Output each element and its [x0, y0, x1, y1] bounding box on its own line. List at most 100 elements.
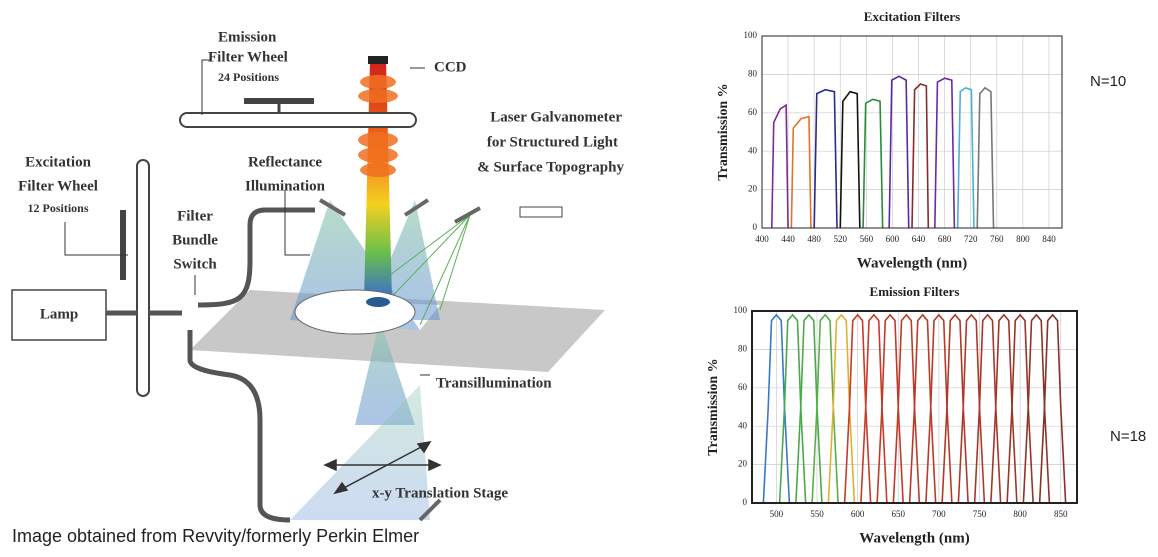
x-tick-label: 680: [938, 234, 952, 244]
filter-curve: [876, 313, 904, 504]
filter-curve: [973, 313, 1002, 504]
x-tick-label: 640: [912, 234, 926, 244]
y-axis-label: Transmission %: [716, 83, 731, 180]
x-axis-label: Wavelength (nm): [859, 530, 969, 546]
filter-curve: [811, 313, 839, 504]
lenses: [358, 75, 398, 177]
laser: [519, 206, 563, 218]
plot-frame: [761, 35, 1063, 229]
label: Laser Galvanometer: [490, 109, 622, 125]
filter-curve: [795, 313, 823, 504]
filter-curve: [827, 313, 856, 504]
y-tick-label: 60: [748, 107, 758, 117]
y-tick-label: 40: [748, 145, 758, 155]
caption: Image obtained from Revvity/formerly Per…: [12, 526, 419, 546]
filter-curve: [839, 90, 861, 229]
spot: [366, 297, 390, 307]
filter-curve: [934, 77, 956, 229]
label: Bundle: [172, 232, 218, 248]
filter-curve: [770, 103, 789, 229]
y-tick-label: 80: [738, 343, 748, 353]
x-tick-label: 440: [781, 234, 795, 244]
x-tick-label: 600: [851, 509, 865, 519]
label: Switch: [173, 256, 217, 272]
filter-curve: [911, 83, 930, 229]
x-tick-label: 500: [770, 509, 784, 519]
x-tick-label: 800: [1016, 234, 1030, 244]
x-tick-label: 700: [932, 509, 946, 519]
excitation-wheel-side: [120, 210, 126, 280]
filter-curve: [908, 313, 937, 504]
label: Filter Wheel: [18, 178, 98, 194]
label: & Surface Topography: [477, 159, 624, 175]
y-tick-label: 100: [744, 30, 758, 40]
x-tick-label: 750: [973, 509, 987, 519]
label: Illumination: [245, 178, 326, 194]
label: Emission: [218, 29, 277, 45]
excitation-wheel: [136, 159, 150, 397]
y-tick-label: 20: [748, 184, 758, 194]
stage-arrows: [323, 440, 442, 495]
x-tick-label: 600: [886, 234, 900, 244]
filter-curve: [1022, 313, 1051, 504]
x-tick-label: 480: [807, 234, 821, 244]
filter-curve: [941, 313, 969, 504]
x-tick-label: 850: [1054, 509, 1068, 519]
filter-curve: [860, 313, 888, 504]
filter-curve: [813, 88, 838, 229]
y-tick-label: 100: [734, 305, 748, 315]
label: 24 Positions: [218, 70, 279, 84]
y-tick-label: 0: [753, 222, 758, 232]
filter-curve: [976, 86, 995, 229]
filter-curve: [892, 313, 921, 504]
fibers: [106, 207, 315, 523]
x-tick-label: 650: [892, 509, 906, 519]
filter-curve: [888, 75, 910, 229]
emission-wheel: [179, 112, 417, 128]
x-tick-label: 800: [1013, 509, 1027, 519]
trans-light: [290, 385, 430, 520]
label: for Structured Light: [487, 134, 618, 150]
trans-light: [355, 320, 415, 425]
filter-curve: [1038, 313, 1067, 504]
filter-curve: [957, 313, 986, 504]
label: Reflectance: [248, 154, 322, 170]
label: Filter: [177, 208, 213, 224]
x-tick-label: 560: [860, 234, 874, 244]
emission-wheel-top: [244, 98, 314, 104]
lamp-box: [11, 289, 107, 341]
x-tick-label: 520: [834, 234, 848, 244]
label: Lamp: [40, 306, 78, 322]
x-tick-label: 400: [755, 234, 769, 244]
x-tick-label: 550: [810, 509, 824, 519]
x-tick-label: 720: [964, 234, 978, 244]
x-axis-label: Wavelength (nm): [857, 255, 967, 271]
label: 12 Positions: [27, 201, 88, 215]
label: Excitation: [25, 154, 91, 170]
chart-title: Emission Filters: [870, 284, 960, 299]
plot-frame: [751, 310, 1078, 504]
y-tick-label: 0: [743, 497, 748, 507]
annotation: N=10: [1090, 73, 1126, 90]
filter-curve: [990, 313, 1018, 504]
label: Filter Wheel: [208, 49, 288, 65]
diagram: Emission Filter Wheel 24 Positions CCD L…: [11, 29, 624, 546]
filter-curve: [790, 115, 812, 229]
x-tick-label: 760: [990, 234, 1004, 244]
annotation: N=18: [1110, 428, 1146, 445]
mirrors: [318, 198, 481, 522]
ccd: [368, 56, 388, 64]
label: x-y Translation Stage: [372, 485, 508, 501]
label: Transillumination: [436, 375, 552, 391]
mouse: [294, 289, 416, 335]
filter-curve: [862, 98, 884, 229]
y-tick-label: 60: [738, 382, 748, 392]
chart-title: Excitation Filters: [864, 9, 960, 24]
y-tick-label: 80: [748, 68, 758, 78]
filter-curve: [778, 313, 807, 504]
y-axis-label: Transmission %: [706, 358, 721, 455]
y-tick-label: 20: [738, 459, 748, 469]
y-tick-label: 40: [738, 420, 748, 430]
label: CCD: [434, 59, 467, 75]
